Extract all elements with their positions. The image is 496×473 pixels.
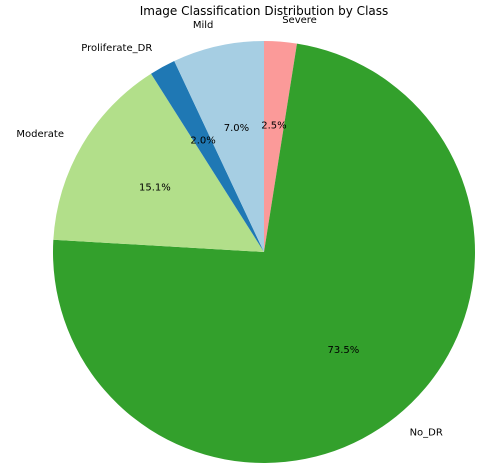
pie-slice-no-dr — [52, 43, 476, 463]
slice-percent-mild: 7.0% — [224, 123, 249, 134]
slice-percent-proliferate-dr: 2.0% — [190, 136, 215, 147]
pie-slices — [52, 41, 476, 463]
pie-slice-severe — [264, 41, 297, 252]
pie-slice-mild — [174, 41, 264, 252]
slice-percent-moderate: 15.1% — [139, 182, 171, 193]
slice-percent-no-dr: 73.5% — [328, 345, 360, 356]
slice-label-severe: Severe — [282, 15, 317, 26]
slice-label-moderate: Moderate — [16, 129, 64, 140]
pie-labels: Severe 2.5% No_DR 73.5% Moderate 15.1% Prolife… — [16, 15, 442, 438]
chart-title: Image Classification Distribution by Cla… — [140, 4, 389, 18]
slice-label-no-dr: No_DR — [410, 427, 443, 438]
pie-slice-proliferate-dr — [151, 61, 264, 252]
slice-label-proliferate-dr: Proliferate_DR — [81, 43, 152, 54]
pie-slice-moderate — [53, 73, 264, 253]
slice-percent-severe: 2.5% — [261, 120, 286, 131]
slice-label-mild: Mild — [193, 20, 214, 31]
